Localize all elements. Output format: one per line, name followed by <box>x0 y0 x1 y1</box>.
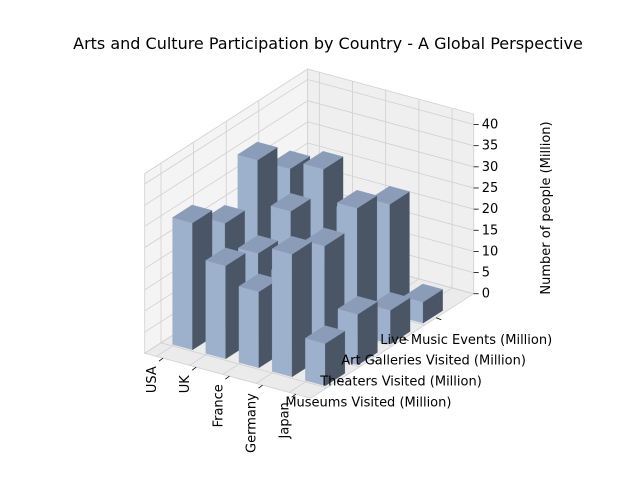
z-axis-label: Number of people (Million) <box>539 121 554 294</box>
bar-top-face <box>337 295 378 315</box>
bar-top-face <box>172 204 213 224</box>
y-gridline <box>160 163 328 389</box>
bar-top-face <box>336 189 378 209</box>
z-tick-label: 10 <box>482 244 499 259</box>
y-tick <box>338 380 344 383</box>
bar-top-face <box>237 235 279 254</box>
bar-top-face <box>370 292 411 311</box>
z-tick-label: 25 <box>482 181 499 196</box>
z-gridline <box>144 79 474 185</box>
chart-title: Arts and Culture Participation by Countr… <box>73 34 583 53</box>
z-tick-label: 5 <box>482 266 490 281</box>
bar-top-face <box>270 193 311 212</box>
y-tick <box>436 317 442 321</box>
x-tick <box>291 393 296 398</box>
x-tick-label: France <box>211 384 226 427</box>
y-tick-label: Live Music Events (Million) <box>380 333 552 348</box>
z-tick-label: 15 <box>482 223 499 238</box>
bar-top-face <box>369 185 410 205</box>
x-tick <box>225 375 230 380</box>
bar-top-face <box>271 235 313 255</box>
bar-top-face <box>205 247 246 267</box>
bar-top-face <box>304 227 345 247</box>
x-tick-label: Germany <box>245 393 260 453</box>
z-gridline <box>144 100 474 206</box>
bar-top-face <box>237 141 278 161</box>
x-tick-label: UK <box>178 375 193 394</box>
z-tick-label: 30 <box>482 160 499 175</box>
y-tick <box>403 338 409 342</box>
z-gridline <box>144 121 474 227</box>
bar-top-face <box>204 204 246 224</box>
bar-top-face <box>402 283 444 303</box>
z-tick-label: 40 <box>482 118 499 133</box>
bar-front-face <box>172 217 193 351</box>
bar <box>205 247 246 360</box>
x-tick-label: Japan <box>278 402 293 439</box>
x-tick <box>191 366 197 371</box>
bar-top-face <box>303 151 344 170</box>
z-tick-label: 20 <box>482 202 499 217</box>
bar-top-face <box>269 150 311 169</box>
x-tick-label: USA <box>145 366 160 393</box>
y-tick <box>370 359 377 362</box>
x-tick <box>258 384 263 389</box>
bar-top-face <box>304 325 346 344</box>
bar <box>337 295 378 366</box>
chart-bars <box>172 141 444 387</box>
z-tick-label: 0 <box>482 287 490 302</box>
bar <box>402 283 444 324</box>
bar <box>172 204 213 351</box>
bar-front-face <box>238 286 260 369</box>
y-tick-label: Theaters Visited (Million) <box>319 375 482 390</box>
x-tick <box>158 357 164 362</box>
bar <box>304 325 346 387</box>
bar-front-face <box>272 248 293 378</box>
y-tick-label: Museums Visited (Million) <box>285 396 451 411</box>
z-tick-label: 35 <box>482 139 499 154</box>
bar-front-face <box>205 260 226 360</box>
y-tick-label: Art Galleries Visited (Million) <box>341 354 526 369</box>
